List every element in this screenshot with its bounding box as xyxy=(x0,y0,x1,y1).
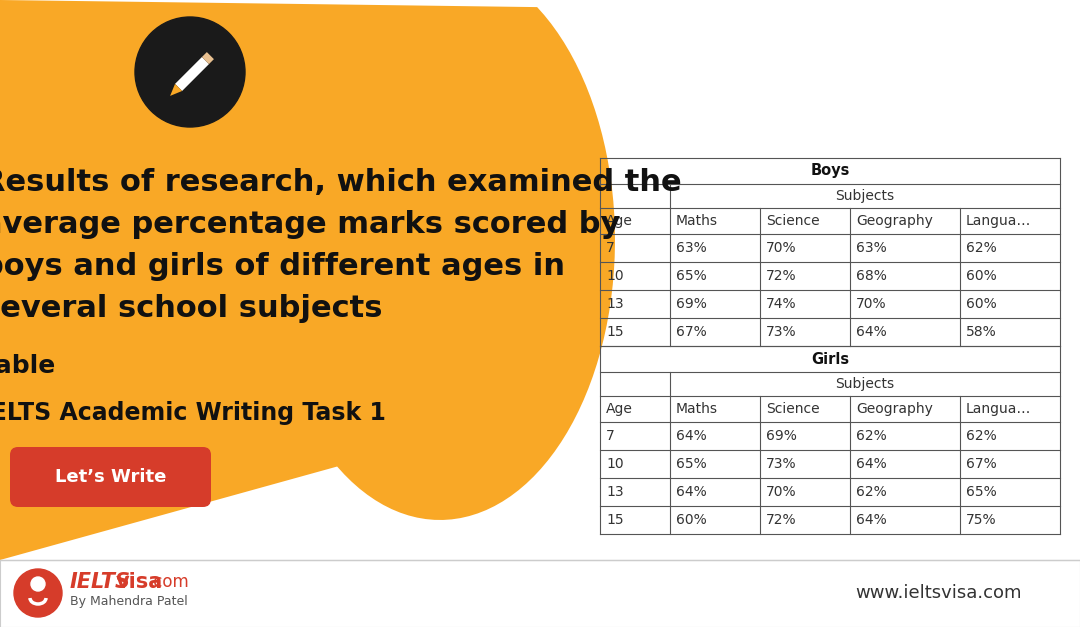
Text: 70%: 70% xyxy=(766,485,797,499)
Text: 64%: 64% xyxy=(676,485,706,499)
Text: Let’s Write: Let’s Write xyxy=(55,468,166,486)
Text: Subjects: Subjects xyxy=(836,377,894,391)
Text: boys and girls of different ages in: boys and girls of different ages in xyxy=(0,252,565,281)
Text: .com: .com xyxy=(148,573,189,591)
Text: Science: Science xyxy=(766,402,820,416)
Text: 68%: 68% xyxy=(856,269,887,283)
Text: 72%: 72% xyxy=(766,513,797,527)
Text: Table: Table xyxy=(0,354,56,378)
Polygon shape xyxy=(0,0,615,560)
Text: By Mahendra Patel: By Mahendra Patel xyxy=(70,596,188,608)
Text: 64%: 64% xyxy=(676,429,706,443)
Text: 67%: 67% xyxy=(966,457,997,471)
Text: IELTS: IELTS xyxy=(70,572,131,592)
Text: Age: Age xyxy=(606,402,633,416)
Text: 63%: 63% xyxy=(856,241,887,255)
Text: 7: 7 xyxy=(606,429,615,443)
Text: 13: 13 xyxy=(606,297,623,311)
Text: IELTS Academic Writing Task 1: IELTS Academic Writing Task 1 xyxy=(0,401,386,425)
Circle shape xyxy=(31,577,45,591)
Text: Results of research, which examined the: Results of research, which examined the xyxy=(0,168,681,197)
Text: Langua…: Langua… xyxy=(966,214,1031,228)
Text: Geography: Geography xyxy=(856,214,933,228)
Text: 65%: 65% xyxy=(676,457,706,471)
Text: 10: 10 xyxy=(606,457,623,471)
Text: 64%: 64% xyxy=(856,325,887,339)
Polygon shape xyxy=(175,57,208,91)
Text: 62%: 62% xyxy=(856,485,887,499)
Polygon shape xyxy=(170,84,183,96)
Text: 15: 15 xyxy=(606,325,623,339)
Text: 63%: 63% xyxy=(676,241,706,255)
Text: 60%: 60% xyxy=(966,269,997,283)
Text: Boys: Boys xyxy=(810,164,850,179)
Text: 74%: 74% xyxy=(766,297,797,311)
Text: 69%: 69% xyxy=(676,297,707,311)
Text: 67%: 67% xyxy=(676,325,706,339)
Circle shape xyxy=(135,17,245,127)
Text: average percentage marks scored by: average percentage marks scored by xyxy=(0,210,620,239)
FancyBboxPatch shape xyxy=(10,447,211,507)
Text: Maths: Maths xyxy=(676,214,718,228)
Text: 60%: 60% xyxy=(966,297,997,311)
Text: visa: visa xyxy=(116,572,163,592)
Text: 73%: 73% xyxy=(766,325,797,339)
Text: 13: 13 xyxy=(606,485,623,499)
Text: 70%: 70% xyxy=(766,241,797,255)
Text: 7: 7 xyxy=(606,241,615,255)
Text: www.ieltsvisa.com: www.ieltsvisa.com xyxy=(855,584,1022,602)
Text: 62%: 62% xyxy=(856,429,887,443)
Text: Langua…: Langua… xyxy=(966,402,1031,416)
Text: Science: Science xyxy=(766,214,820,228)
Text: 10: 10 xyxy=(606,269,623,283)
Text: 64%: 64% xyxy=(856,513,887,527)
Text: 75%: 75% xyxy=(966,513,997,527)
Text: 65%: 65% xyxy=(966,485,997,499)
Text: 60%: 60% xyxy=(676,513,706,527)
Text: 70%: 70% xyxy=(856,297,887,311)
Text: 58%: 58% xyxy=(966,325,997,339)
Text: 62%: 62% xyxy=(966,429,997,443)
Text: 69%: 69% xyxy=(766,429,797,443)
Text: 73%: 73% xyxy=(766,457,797,471)
FancyBboxPatch shape xyxy=(0,560,1080,627)
Text: several school subjects: several school subjects xyxy=(0,294,382,323)
Text: Geography: Geography xyxy=(856,402,933,416)
Text: Subjects: Subjects xyxy=(836,189,894,203)
Text: Maths: Maths xyxy=(676,402,718,416)
Text: 65%: 65% xyxy=(676,269,706,283)
Text: 62%: 62% xyxy=(966,241,997,255)
Polygon shape xyxy=(202,52,214,64)
Text: 64%: 64% xyxy=(856,457,887,471)
Circle shape xyxy=(14,569,62,617)
Text: Girls: Girls xyxy=(811,352,849,367)
Text: Age: Age xyxy=(606,214,633,228)
Text: 72%: 72% xyxy=(766,269,797,283)
Text: 15: 15 xyxy=(606,513,623,527)
